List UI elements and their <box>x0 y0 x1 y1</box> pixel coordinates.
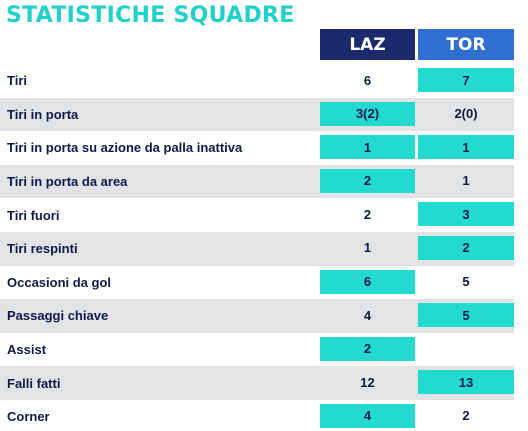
stat-row: Tiri 6 7 <box>0 64 514 98</box>
stat-value-home: 6 <box>363 72 372 88</box>
stats-table: Tiri 6 7 Tiri in porta 3(2) 2(0) Tiri in porta… <box>0 64 514 431</box>
stat-label: Corner <box>7 409 50 425</box>
stat-value-away: 1 <box>418 135 514 160</box>
stat-row: Tiri in porta da area 2 1 <box>0 164 514 199</box>
stat-value-home: 2 <box>363 206 372 222</box>
stat-label: Tiri in porta su azione da palla inattiv… <box>7 140 243 156</box>
stat-row: Passaggi chiave 4 5 <box>0 299 514 333</box>
stat-row: Occasioni da gol 6 5 <box>0 266 514 300</box>
stat-value-home: 1 <box>320 135 415 160</box>
team-header-away: TOR <box>418 29 514 60</box>
team-header-home: LAZ <box>320 29 415 60</box>
stat-label: Passaggi chiave <box>7 308 109 324</box>
stat-value-home: 6 <box>320 269 415 294</box>
stat-value-away: 7 <box>418 68 514 92</box>
stat-label: Occasioni da gol <box>7 274 112 290</box>
stat-value-away: 2(0) <box>454 106 478 122</box>
stat-row: Falli fatti 12 13 <box>0 366 514 400</box>
stat-label: Assist <box>7 342 47 358</box>
stat-row: Corner 4 2 <box>0 400 514 431</box>
stat-value-away: 2 <box>462 408 470 424</box>
page-title: STATISTICHE SQUADRE <box>6 3 295 28</box>
stat-value-home: 4 <box>320 403 415 428</box>
stat-value-away: 3 <box>418 202 514 227</box>
stat-value-home: 3(2) <box>320 101 415 126</box>
stat-row: Tiri respinti 1 2 <box>0 231 514 266</box>
stat-value-home: 2 <box>320 168 415 193</box>
stat-row: Assist 2 <box>0 333 514 367</box>
stat-value-away: 13 <box>418 370 514 395</box>
stat-label: Tiri respinti <box>7 241 78 257</box>
stat-label: Tiri fuori <box>7 207 60 223</box>
stat-row: Tiri in porta su azione da palla inattiv… <box>0 131 514 165</box>
stat-label: Tiri <box>7 73 27 89</box>
stat-value-away: 2 <box>418 235 514 260</box>
stat-value-home: 1 <box>363 240 372 256</box>
stat-row: Tiri fuori 2 3 <box>0 198 514 232</box>
stat-value-away <box>418 337 514 361</box>
stat-value-home: 4 <box>363 307 372 323</box>
stat-label: Tiri in porta da area <box>7 174 128 190</box>
stat-label: Tiri in porta <box>7 106 79 122</box>
stat-value-away: 1 <box>462 173 470 189</box>
stat-value-home: 12 <box>360 374 375 390</box>
stat-label: Falli fatti <box>7 375 61 391</box>
stat-value-home: 2 <box>320 336 415 361</box>
stat-value-away: 5 <box>418 303 514 328</box>
stat-row: Tiri in porta 3(2) 2(0) <box>0 97 514 132</box>
stat-value-away: 5 <box>462 274 470 290</box>
